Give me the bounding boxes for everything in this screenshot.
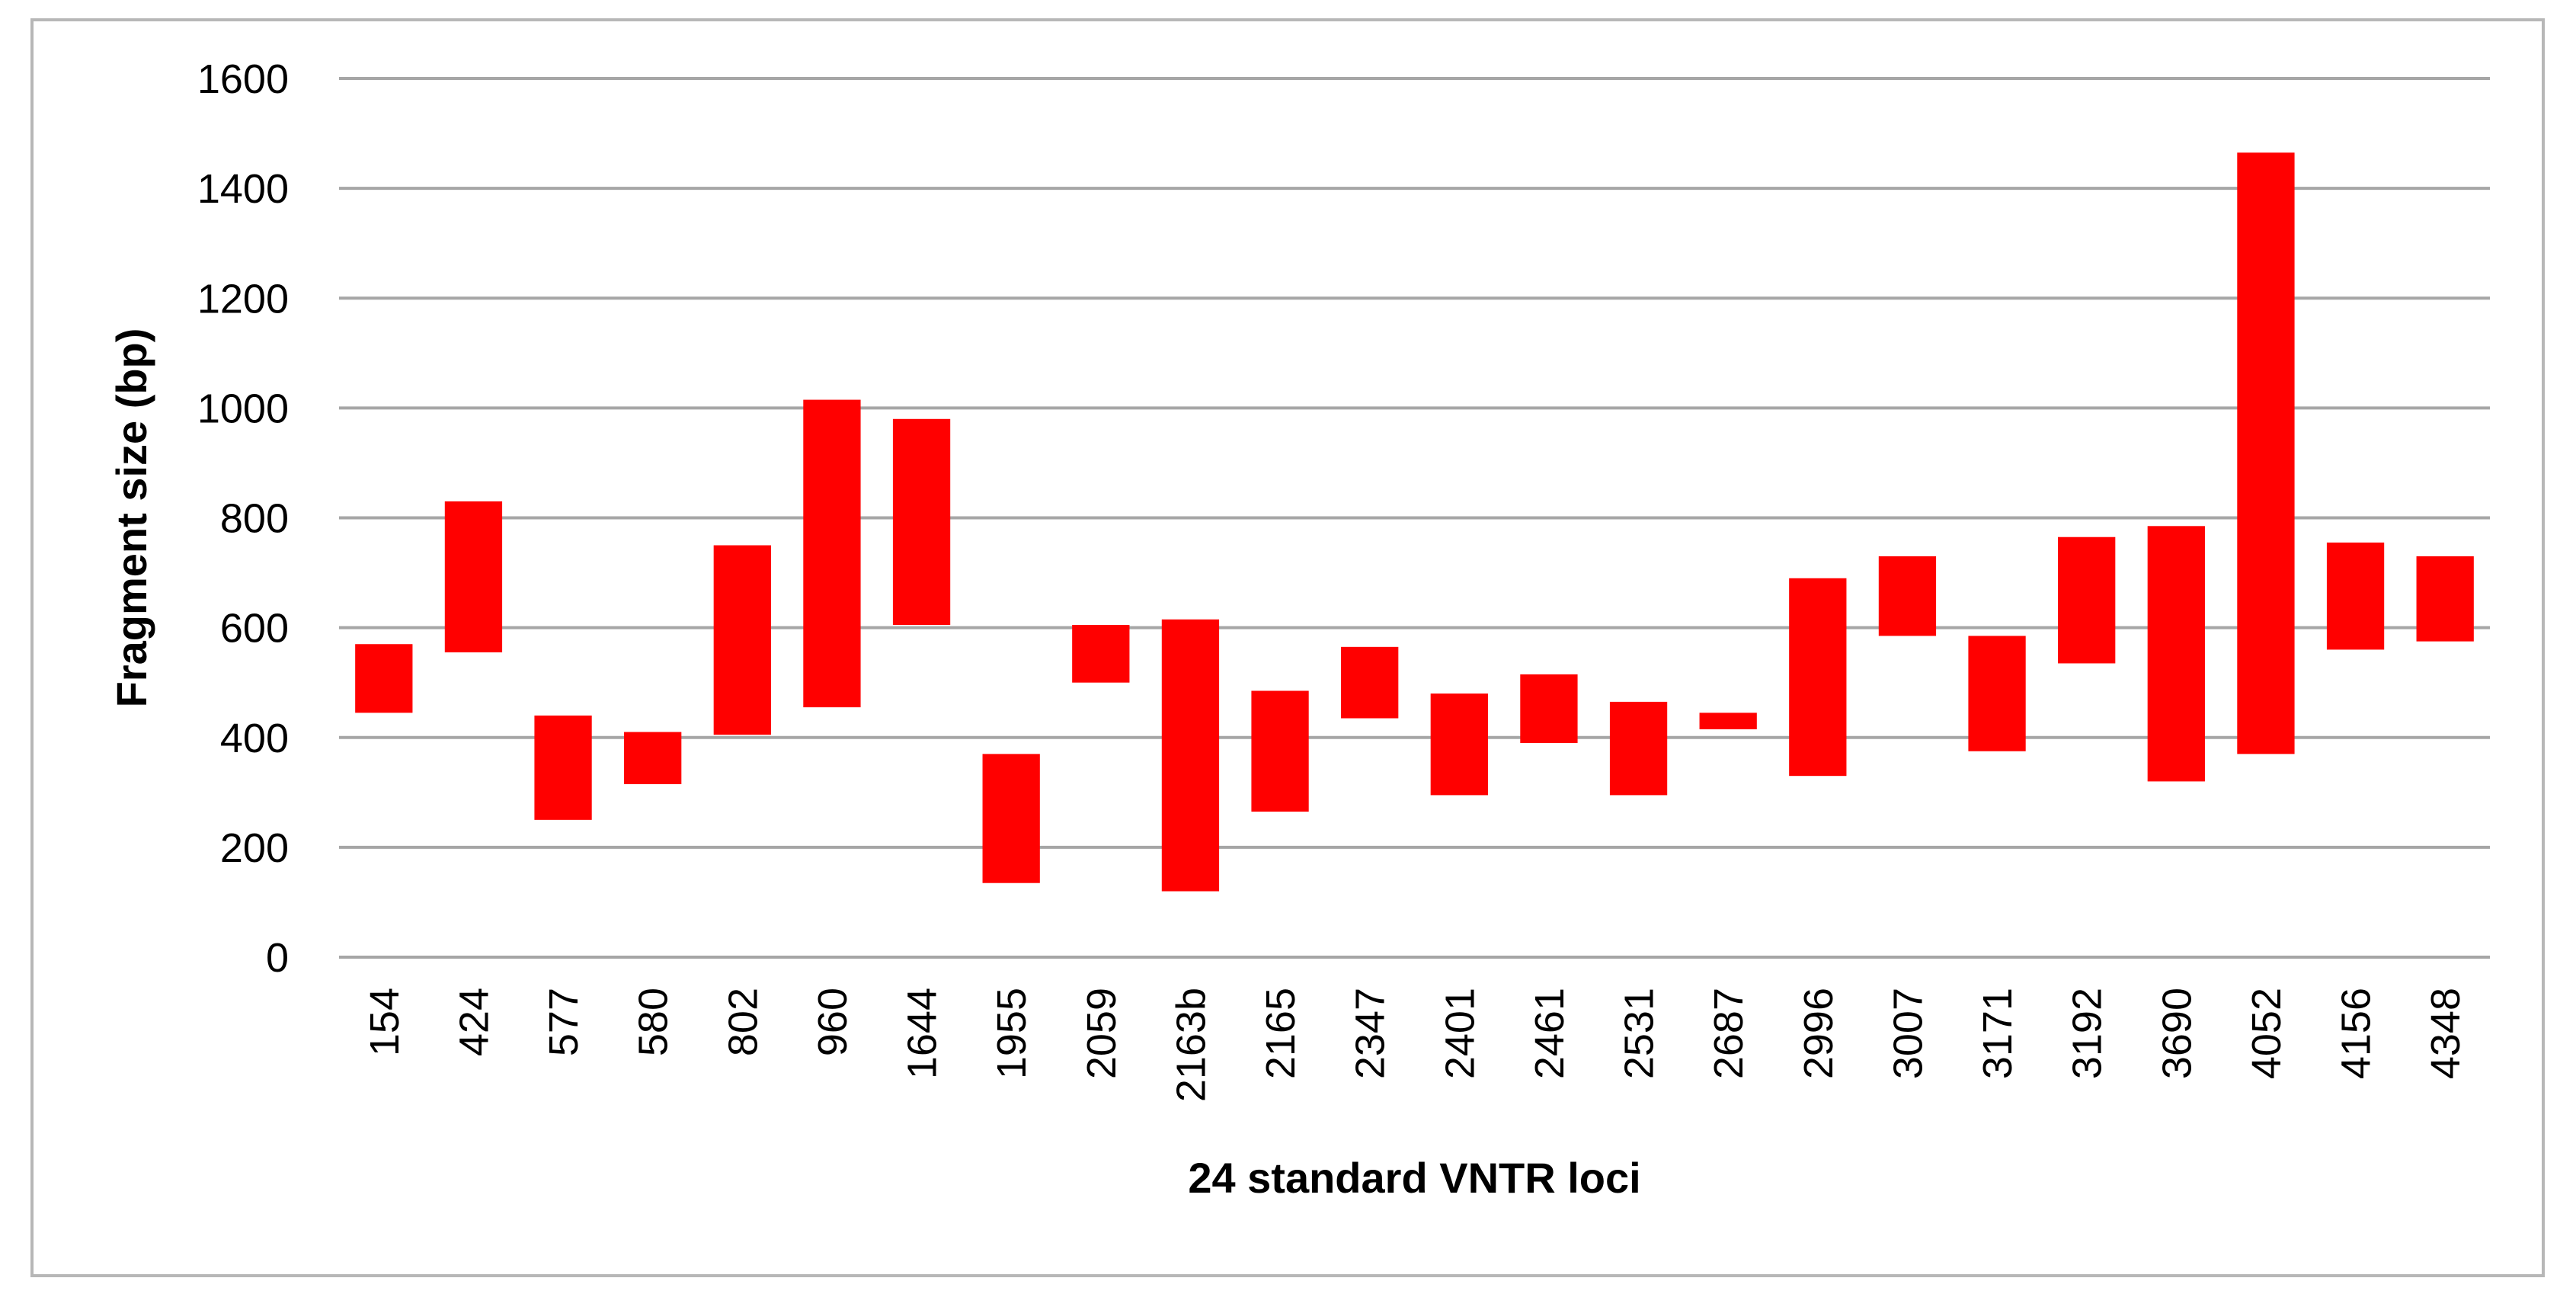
bar-4156 (2326, 542, 2385, 650)
x-tick-label: 2163b (1168, 988, 1214, 1102)
bar-2347 (1341, 646, 1399, 719)
x-tick-label: 3192 (2065, 988, 2110, 1079)
x-tick-label: 580 (631, 988, 677, 1056)
x-tick-label: 4156 (2334, 988, 2379, 1079)
bar-4052 (2237, 152, 2295, 754)
bar-2401 (1430, 693, 1488, 796)
x-tick-label: 1644 (900, 988, 946, 1079)
bar-2163b (1161, 619, 1220, 892)
bar-3007 (1878, 556, 1937, 636)
bar-3192 (2058, 536, 2116, 664)
x-tick-label: 424 (451, 988, 497, 1056)
y-tick-label: 1600 (197, 56, 289, 102)
y-tick-label: 200 (220, 825, 289, 871)
bar-2996 (1789, 578, 1847, 777)
x-tick-label: 4052 (2244, 988, 2290, 1079)
bar-802 (713, 545, 771, 735)
x-tick-label: 2687 (1706, 988, 1752, 1079)
x-tick-label: 2531 (1617, 988, 1662, 1079)
y-tick-label: 800 (220, 496, 289, 542)
bar-580 (624, 732, 682, 785)
x-tick-label: 154 (362, 988, 408, 1056)
x-tick-label: 3007 (1885, 988, 1931, 1079)
x-tick-label: 2401 (1437, 988, 1483, 1079)
x-tick-label: 2165 (1258, 988, 1304, 1079)
y-tick-label: 400 (220, 716, 289, 761)
bar-3171 (1968, 636, 2026, 751)
x-tick-label: 4348 (2423, 988, 2469, 1079)
bar-154 (355, 644, 413, 713)
x-tick-label: 2996 (1796, 988, 1842, 1079)
bar-577 (534, 715, 592, 820)
x-axis-title: 24 standard VNTR loci (1188, 1154, 1640, 1202)
x-tick-label: 577 (541, 988, 587, 1056)
y-tick-label: 1400 (197, 166, 289, 212)
x-tick-label: 2059 (1079, 988, 1125, 1079)
x-tick-label: 960 (810, 988, 856, 1056)
bars (355, 152, 2474, 892)
y-tick-label: 600 (220, 606, 289, 652)
bar-2059 (1072, 625, 1130, 683)
bar-2165 (1251, 690, 1309, 812)
x-tick-label: 3171 (1975, 988, 2021, 1079)
x-axis-ticks: 154 424 577 580 802 960 1644 1955 2059 2163b 2165 2… (362, 988, 2469, 1102)
y-tick-label: 1000 (197, 386, 289, 431)
bar-2461 (1520, 674, 1578, 743)
y-axis-title: Fragment size (bp) (107, 328, 155, 708)
bar-424 (444, 501, 503, 653)
bar-2531 (1609, 701, 1668, 796)
gridlines (339, 77, 2490, 849)
y-axis-ticks: 0 200 400 600 800 1000 1200 1400 1600 (197, 56, 289, 981)
bar-1644 (892, 418, 951, 626)
x-tick-label: 802 (720, 988, 766, 1056)
x-tick-label: 2461 (1527, 988, 1573, 1079)
y-tick-label: 0 (266, 935, 289, 981)
bar-3690 (2147, 526, 2205, 782)
bar-2687 (1699, 713, 1757, 729)
x-tick-label: 3690 (2154, 988, 2200, 1079)
bar-4348 (2416, 556, 2474, 642)
y-tick-label: 1200 (197, 276, 289, 322)
bar-1955 (982, 754, 1040, 883)
x-tick-label: 2347 (1348, 988, 1394, 1079)
bar-960 (803, 399, 861, 708)
x-tick-label: 1955 (989, 988, 1035, 1079)
